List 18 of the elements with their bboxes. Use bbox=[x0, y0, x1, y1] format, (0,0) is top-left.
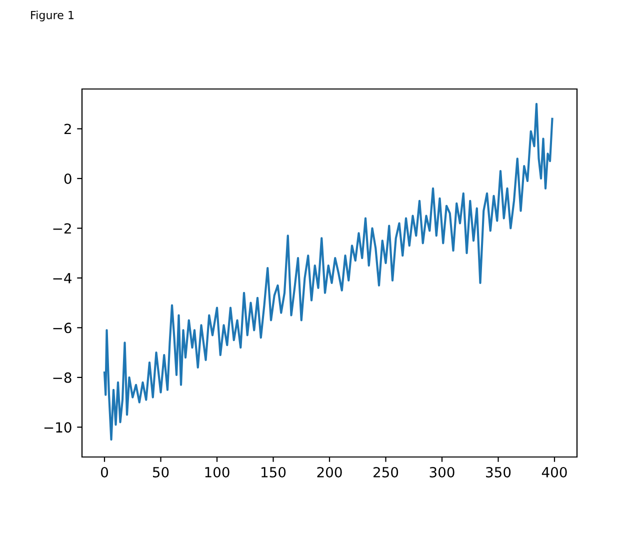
x-tick-label: 300 bbox=[430, 466, 454, 478]
caption: Figure 1 bbox=[31, 10, 74, 22]
x-tick-label: 400 bbox=[542, 466, 567, 478]
x-tick-label: 100 bbox=[205, 466, 230, 478]
line-series bbox=[103, 102, 554, 441]
x-tick-label: 50 bbox=[152, 466, 169, 478]
y-tick-label: −10 bbox=[44, 422, 72, 433]
x-tick-label: 150 bbox=[262, 466, 286, 478]
x-tick-label: 0 bbox=[100, 466, 108, 478]
x-tick-label: 200 bbox=[317, 466, 342, 478]
y-tick-label: 0 bbox=[64, 173, 72, 184]
y-tick-label: 2 bbox=[64, 124, 71, 134]
x-tick-label: 250 bbox=[374, 466, 398, 478]
y-tick-label: −4 bbox=[53, 273, 72, 284]
y-tick-label: −6 bbox=[53, 322, 72, 334]
x-tick-label: 350 bbox=[486, 466, 511, 478]
y-tick-label: −2 bbox=[53, 223, 71, 234]
y-tick-label: −8 bbox=[53, 372, 72, 383]
